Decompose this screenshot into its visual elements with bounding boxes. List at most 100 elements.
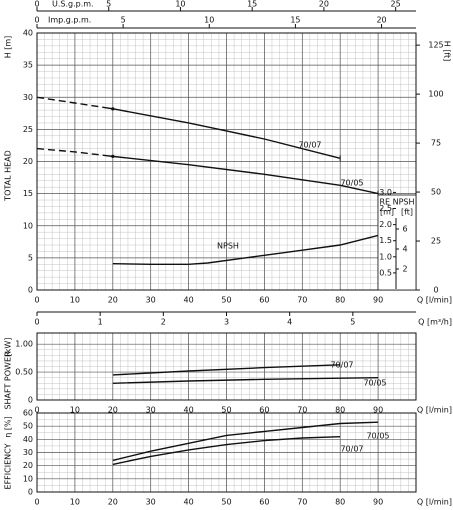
y-tick-label: 0 xyxy=(28,488,33,497)
x-tick-label: 60 xyxy=(259,406,269,415)
npsh-tick-label: 1.5 xyxy=(379,236,392,245)
y2-tick-label: 0 xyxy=(433,286,438,295)
npsh-unit: [ft] xyxy=(401,208,413,217)
top-axis-tick-label: 25 xyxy=(391,0,401,9)
flow-axis-tick-label: 5 xyxy=(350,318,355,327)
y-tick-label: 0 xyxy=(28,286,33,295)
y2-tick-label: 75 xyxy=(431,139,441,148)
x-tick-label: 70 xyxy=(297,296,307,305)
series-line xyxy=(112,377,379,384)
x-tick-label: 20 xyxy=(108,296,118,305)
series-line xyxy=(36,147,379,195)
x-tick-label: 60 xyxy=(259,498,269,507)
x-tick-label: 10 xyxy=(70,498,80,507)
y-tick-label: 0.50 xyxy=(15,368,33,377)
top-axis-tick-label: 15 xyxy=(247,0,257,9)
y-tick-label: 25 xyxy=(23,125,33,134)
x-tick-label: 40 xyxy=(184,498,194,507)
series-label: 70/07 xyxy=(330,361,353,370)
y-tick-label: 20 xyxy=(23,157,33,166)
x-tick-label: 90 xyxy=(373,406,383,415)
y-tick-label: 40 xyxy=(23,435,33,444)
plot-frame xyxy=(36,332,417,401)
y-tick-label: 30 xyxy=(23,93,33,102)
x-tick-label: 10 xyxy=(70,406,80,415)
top-axis-tick-label: 20 xyxy=(319,0,329,9)
top-axis-tick-label: 5 xyxy=(121,16,126,25)
x-tick-label: 30 xyxy=(146,406,156,415)
y-tick-label: 1.00 xyxy=(15,340,33,349)
y2-tick-label: 25 xyxy=(431,237,441,246)
series-label: 70/05 xyxy=(363,379,386,388)
top-axis-tick-label: 15 xyxy=(290,16,300,25)
x-axis-label: Q [l/min] xyxy=(417,498,452,507)
y2-tick-label: 125 xyxy=(428,41,443,50)
y-axis-label: η [%] xyxy=(4,416,13,437)
y-tick-label: 20 xyxy=(23,461,33,470)
top-axis-tick-label: 10 xyxy=(204,16,214,25)
npsh-tick-label: 2.5 xyxy=(379,204,392,213)
x-tick-label: 0 xyxy=(34,498,39,507)
x-tick-label: 30 xyxy=(146,296,156,305)
top-axis-label: U.S.g.p.m. xyxy=(52,0,94,9)
x-tick-label: 70 xyxy=(297,498,307,507)
flow-axis-tick-label: 1 xyxy=(98,318,103,327)
npsh-box xyxy=(377,194,417,291)
x-axis-label: Q [l/min] xyxy=(417,406,452,415)
top-axis-tick-label: 10 xyxy=(175,0,185,9)
x-tick-label: 50 xyxy=(221,498,231,507)
npsh-tick-label: 4 xyxy=(402,245,407,254)
series-line xyxy=(112,421,379,462)
x-tick-label: 0 xyxy=(34,296,39,305)
y-tick-label: 30 xyxy=(23,448,33,457)
x-tick-label: 50 xyxy=(221,406,231,415)
npsh-tick-label: 6 xyxy=(402,225,407,234)
chart-title: EFFICIENCY xyxy=(4,443,13,489)
y-tick-label: 10 xyxy=(23,221,33,230)
x-tick-label: 30 xyxy=(146,498,156,507)
series-line xyxy=(112,234,379,265)
npsh-tick-label: 2 xyxy=(402,265,407,274)
x-tick-label: 20 xyxy=(108,498,118,507)
series-label: 70/05 xyxy=(340,179,363,188)
y2-tick-label: 50 xyxy=(431,188,441,197)
top-axis-tick-label: 20 xyxy=(376,16,386,25)
y-tick-label: 10 xyxy=(23,474,33,483)
x-tick-label: 90 xyxy=(373,296,383,305)
series-line xyxy=(36,96,341,159)
y-axis-label: [kW] xyxy=(4,338,13,357)
x-tick-label: 50 xyxy=(221,296,231,305)
npsh-tick-label: 3.0 xyxy=(379,188,392,197)
x-axis-label: Q [l/min] xyxy=(417,296,452,305)
x-tick-label: 70 xyxy=(297,406,307,415)
flow-axis-tick-label: 0 xyxy=(34,318,39,327)
x-tick-label: 40 xyxy=(184,296,194,305)
chart-title: SHAFT POWER xyxy=(4,351,13,410)
series-label: 70/07 xyxy=(298,141,321,150)
x-tick-label: 20 xyxy=(108,406,118,415)
y-tick-label: 0 xyxy=(28,396,33,405)
plot-frame xyxy=(36,32,417,291)
x-tick-label: 80 xyxy=(335,406,345,415)
x-tick-label: 90 xyxy=(373,498,383,507)
series-label: 70/05 xyxy=(366,432,389,441)
y-tick-label: 35 xyxy=(23,61,33,70)
series-label: NPSH xyxy=(217,242,239,251)
x-tick-label: 60 xyxy=(259,296,269,305)
top-axis-tick-label: 0 xyxy=(34,16,39,25)
y2-axis-label: H [ft] xyxy=(443,41,452,62)
y-tick-label: 60 xyxy=(23,409,33,418)
chart-title: TOTAL HEAD xyxy=(4,150,13,202)
flow-axis-tick-label: 2 xyxy=(161,318,166,327)
y-tick-label: 5 xyxy=(28,253,33,262)
flow-axis-tick-label: 3 xyxy=(224,318,229,327)
x-tick-label: 80 xyxy=(335,498,345,507)
npsh-title: RE NPSH xyxy=(379,198,414,207)
npsh-unit: [m] xyxy=(380,208,394,217)
flow-axis-tick-label: 4 xyxy=(287,318,292,327)
x-tick-label: 40 xyxy=(184,406,194,415)
top-axis-tick-label: 5 xyxy=(106,0,111,9)
npsh-tick-label: 2.0 xyxy=(379,220,392,229)
npsh-tick-label: 0.5 xyxy=(379,268,392,277)
